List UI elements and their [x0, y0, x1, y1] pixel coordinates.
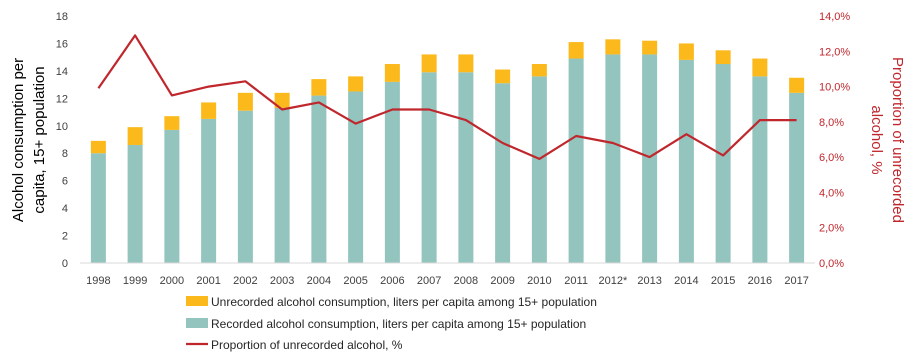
legend-swatch-unrecorded	[186, 296, 208, 306]
unrecorded-bar	[127, 127, 143, 145]
recorded-bar	[164, 129, 180, 263]
x-tick-label: 2006	[380, 275, 404, 287]
right-axis-ticks: 0,0% 2,0% 4,0% 6,0% 8,0% 10,0% 12,0% 14,0%	[819, 11, 850, 270]
recorded-bar	[348, 91, 364, 263]
x-tick-label: 2008	[454, 275, 478, 287]
recorded-bar	[568, 58, 584, 264]
x-tick-label: 2016	[748, 275, 772, 287]
recorded-bar	[495, 83, 511, 263]
x-tick-label: 2013	[637, 275, 661, 287]
unrecorded-bar	[495, 69, 511, 84]
recorded-bar	[678, 59, 694, 264]
x-tick-label: 2014	[674, 275, 698, 287]
x-tick-label: 1999	[123, 275, 147, 287]
unrecorded-bar	[752, 58, 768, 77]
left-tick-label: 14	[56, 66, 68, 78]
unrecorded-bar	[164, 116, 180, 130]
left-tick-label: 8	[62, 148, 68, 160]
right-tick-label: 6,0%	[819, 152, 844, 164]
x-tick-label: 2004	[307, 275, 331, 287]
unrecorded-bar	[311, 79, 327, 96]
unrecorded-bar	[90, 140, 106, 154]
recorded-bar	[384, 81, 400, 263]
recorded-bar	[642, 54, 658, 263]
left-tick-label: 2	[62, 231, 68, 243]
right-tick-label: 2,0%	[819, 223, 844, 235]
recorded-bar	[531, 76, 547, 263]
right-tick-label: 12,0%	[819, 46, 850, 58]
x-tick-label: 2011	[564, 275, 588, 287]
bars	[90, 39, 805, 264]
recorded-bar	[421, 72, 437, 263]
x-tick-label: 2017	[784, 275, 808, 287]
recorded-bar	[752, 76, 768, 263]
right-axis-title-line2: alcohol, %	[868, 105, 885, 174]
recorded-bar	[127, 144, 143, 263]
legend-label-recorded: Recorded alcohol consumption, liters per…	[211, 317, 586, 331]
left-axis-title-line2: capita, 15+ population	[31, 66, 48, 213]
unrecorded-bar	[421, 54, 437, 73]
right-tick-label: 8,0%	[819, 117, 844, 129]
unrecorded-bar	[384, 64, 400, 82]
x-tick-label: 2002	[233, 275, 257, 287]
unrecorded-bar	[237, 92, 253, 111]
recorded-bar	[789, 92, 805, 263]
proportion-line-series	[97, 34, 797, 160]
x-tick-label: 2010	[527, 275, 551, 287]
recorded-bar	[458, 72, 474, 263]
proportion-line	[97, 34, 797, 160]
unrecorded-bar	[789, 77, 805, 93]
x-tick-label: 2012*	[598, 275, 627, 287]
x-tick-label: 2015	[711, 275, 735, 287]
unrecorded-bar	[274, 92, 290, 108]
left-tick-label: 4	[62, 203, 68, 215]
left-axis-title: Alcohol consumption per capita, 15+ popu…	[10, 58, 48, 222]
left-tick-label: 18	[56, 11, 68, 23]
left-tick-label: 12	[56, 93, 68, 105]
unrecorded-bar	[568, 42, 584, 59]
right-tick-label: 14,0%	[819, 11, 850, 23]
x-tick-label: 2005	[343, 275, 367, 287]
x-tick-label: 2001	[196, 275, 220, 287]
legend-label-unrecorded: Unrecorded alcohol consumption, liters p…	[211, 295, 597, 309]
recorded-bar	[311, 95, 327, 263]
x-tick-label: 1998	[86, 275, 110, 287]
x-tick-label: 2000	[160, 275, 184, 287]
right-axis-title: Proportion of unrecorded alcohol, %	[868, 57, 906, 223]
unrecorded-bar	[605, 39, 621, 55]
unrecorded-bar	[678, 43, 694, 60]
unrecorded-bar	[715, 50, 731, 65]
right-axis-title-line1: Proportion of unrecorded	[889, 57, 906, 223]
right-tick-label: 4,0%	[819, 187, 844, 199]
recorded-bar	[90, 153, 106, 263]
unrecorded-bar	[348, 76, 364, 92]
legend: Unrecorded alcohol consumption, liters p…	[186, 295, 597, 352]
unrecorded-bar	[642, 40, 658, 55]
recorded-bar	[201, 118, 217, 264]
left-axis-ticks: 0 2 4 6 8 10 12 14 16 18	[56, 11, 68, 270]
left-tick-label: 10	[56, 121, 68, 133]
recorded-bar	[274, 107, 290, 263]
unrecorded-bar	[531, 64, 547, 77]
legend-swatch-recorded	[186, 318, 208, 328]
left-axis-title-line1: Alcohol consumption per	[10, 58, 27, 222]
left-tick-label: 0	[62, 258, 68, 270]
recorded-bar	[237, 110, 253, 263]
x-axis-ticks: 1998 1999 2000 2001 2002 2003 2004 2005 2006 2007…	[86, 275, 809, 287]
x-tick-label: 2009	[490, 275, 514, 287]
x-tick-label: 2007	[417, 275, 441, 287]
left-tick-label: 6	[62, 176, 68, 188]
recorded-bar	[605, 54, 621, 263]
right-tick-label: 10,0%	[819, 82, 850, 94]
unrecorded-bar	[201, 102, 217, 119]
left-tick-label: 16	[56, 38, 68, 50]
legend-label-proportion: Proportion of unrecorded alcohol, %	[211, 338, 403, 352]
right-tick-label: 0,0%	[819, 258, 844, 270]
unrecorded-bar	[458, 54, 474, 73]
x-tick-label: 2003	[270, 275, 294, 287]
recorded-bar	[715, 64, 731, 264]
